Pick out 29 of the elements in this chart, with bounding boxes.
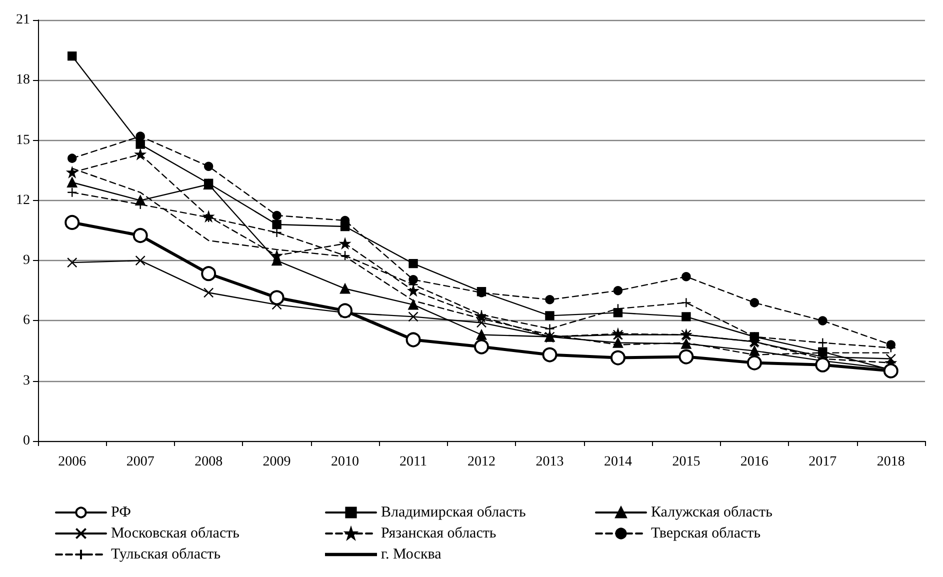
x-tick-label: 2018 [876, 454, 905, 470]
y-tick-label: 15 [16, 132, 30, 148]
legend-label: Московская область [111, 526, 240, 542]
x-tick-label: 2017 [808, 454, 837, 470]
x-tick-label: 2014 [604, 454, 632, 470]
y-tick-label: 3 [23, 373, 30, 388]
legend-label: Тверская область [651, 526, 761, 542]
y-tick-label: 9 [23, 253, 30, 268]
x-tick-label: 2009 [262, 454, 291, 470]
legend-label: РФ [111, 504, 132, 520]
legend-label: Рязанская область [381, 526, 496, 542]
x-tick-label: 2010 [331, 454, 360, 470]
x-tick-label: 2006 [58, 454, 86, 470]
x-tick-label: 2015 [672, 454, 700, 470]
x-tick-label: 2013 [536, 454, 564, 470]
x-tick-label: 2008 [194, 454, 223, 470]
x-tick-label: 2011 [400, 454, 428, 470]
legend-label: Калужская область [651, 504, 773, 520]
y-tick-label: 21 [16, 12, 30, 28]
legend-label: Владимирская область [381, 504, 526, 520]
y-tick-label: 0 [23, 434, 30, 448]
legend-label: Тульская область [111, 546, 221, 562]
x-tick-label: 2007 [126, 454, 154, 470]
legend-label: г. Москва [381, 546, 442, 562]
x-tick-label: 2012 [468, 454, 496, 470]
y-tick-label: 12 [16, 192, 30, 208]
y-tick-label: 6 [23, 313, 30, 328]
y-tick-label: 18 [16, 72, 30, 88]
x-tick-label: 2016 [740, 454, 768, 470]
